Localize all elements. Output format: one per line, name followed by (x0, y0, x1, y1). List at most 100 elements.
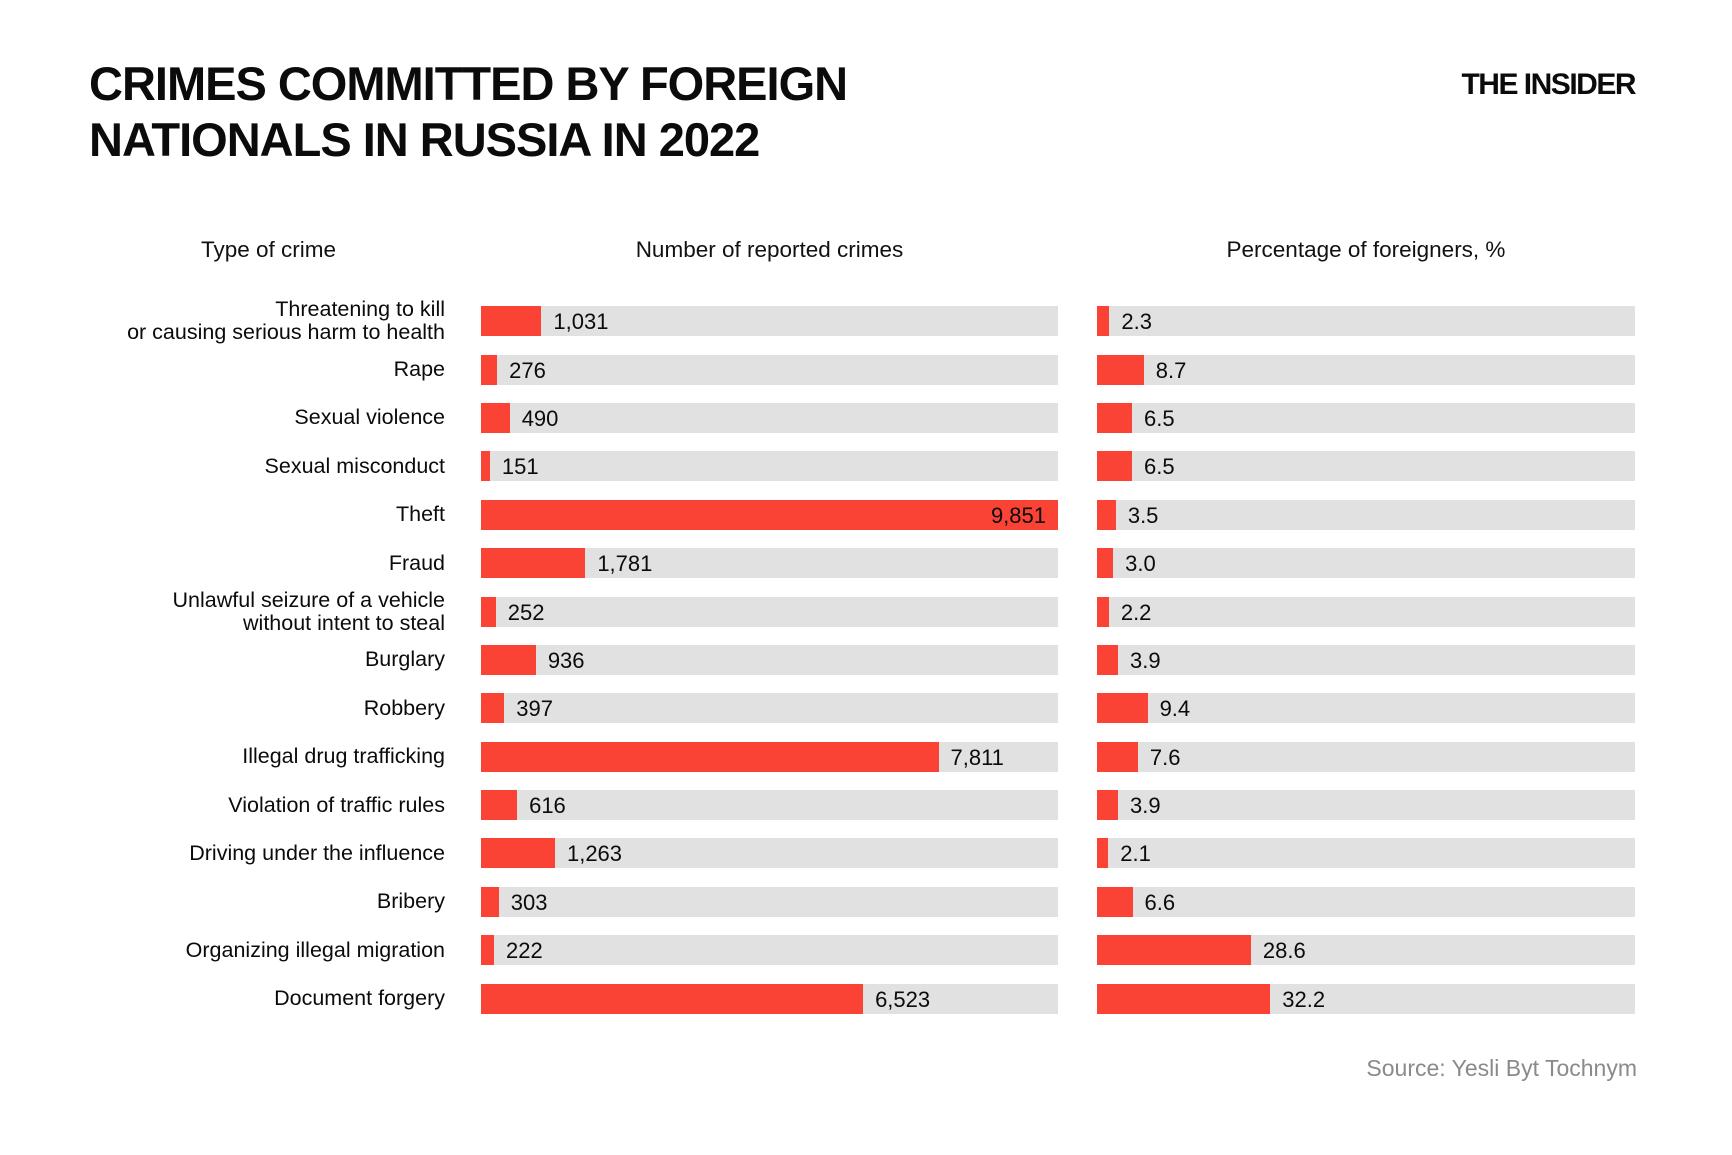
percent-bar-track: 8.7 (1097, 354, 1635, 385)
count-value-label: 151 (501, 454, 539, 480)
count-bar (481, 693, 505, 724)
count-bar (481, 354, 498, 385)
count-bar-track: 151 (481, 451, 1058, 482)
count-bar-track: 1,781 (481, 548, 1058, 579)
count-bar (481, 451, 490, 482)
count-bar-track: 276 (481, 354, 1058, 385)
count-value-label: 6,523 (875, 986, 931, 1012)
crime-type-label: Unlawful seizure of a vehicle without in… (172, 587, 445, 635)
percent-value-label: 2.2 (1120, 599, 1152, 625)
percent-bar (1097, 741, 1138, 772)
percent-bar-track: 28.6 (1097, 935, 1635, 966)
percent-value-label: 8.7 (1155, 357, 1187, 383)
table-row: Illegal drug trafficking 7,811 7.6 (92, 733, 1635, 781)
crime-type-label: Violation of traffic rules (228, 792, 445, 817)
percent-bar (1097, 838, 1109, 869)
count-value-label: 7,811 (950, 744, 1004, 770)
count-bar-track: 9,851 (481, 499, 1058, 530)
page-title: CRIMES COMMITTED BY FOREIGN NATIONALS IN… (89, 57, 848, 166)
table-row: Document forgery 6,523 32.2 (92, 974, 1635, 1022)
column-header-reported-crimes: Number of reported crimes (635, 237, 904, 262)
count-value-label: 252 (507, 599, 545, 625)
count-bar-track: 490 (481, 402, 1058, 433)
column-header-type-of-crime: Type of crime (200, 237, 337, 262)
count-bar (481, 935, 494, 966)
percent-bar-track: 9.4 (1097, 693, 1635, 724)
count-bar-track: 222 (481, 935, 1058, 966)
percent-bar-track: 6.5 (1097, 451, 1635, 482)
percent-bar (1097, 499, 1116, 530)
percent-bar (1097, 693, 1148, 724)
percent-value-label: 6.5 (1143, 405, 1175, 431)
count-bar (481, 790, 518, 821)
percent-bar (1097, 354, 1144, 385)
crime-type-label: Bribery (376, 889, 445, 914)
count-value-label: 222 (506, 938, 543, 964)
the-insider-logo: THE INSIDER (1461, 68, 1636, 101)
percent-bar (1097, 402, 1132, 433)
count-value-label: 9,851 (990, 502, 1046, 528)
count-value-label: 1,781 (597, 551, 653, 577)
count-bar (481, 548, 586, 579)
crime-type-label: Illegal drug trafficking (242, 744, 445, 769)
percent-bar-track: 2.1 (1097, 838, 1635, 869)
percent-bar (1097, 983, 1271, 1014)
table-row: Robbery 397 9.4 (92, 684, 1635, 732)
column-header-percentage: Percentage of foreigners, % (1226, 237, 1506, 262)
percent-bar (1097, 548, 1114, 579)
table-row: Driving under the influence 1,263 2.1 (92, 829, 1635, 877)
count-bar-track: 252 (481, 596, 1058, 627)
percent-value-label: 6.6 (1144, 889, 1176, 915)
percent-value-label: 3.9 (1129, 647, 1161, 673)
count-bar-track: 303 (481, 886, 1058, 917)
count-value-label: 397 (516, 696, 553, 722)
percent-bar-track: 3.9 (1097, 790, 1635, 821)
table-row: Bribery 303 6.6 (92, 878, 1635, 926)
table-row: Burglary 936 3.9 (92, 636, 1635, 684)
percent-value-label: 28.6 (1262, 938, 1306, 964)
percent-bar-track: 32.2 (1097, 983, 1635, 1014)
count-bar (481, 499, 1058, 530)
percent-value-label: 6.5 (1143, 454, 1175, 480)
count-bar (481, 886, 499, 917)
percent-bar-track: 3.0 (1097, 548, 1635, 579)
column-headers: Type of crime Number of reported crimes … (92, 237, 1635, 263)
percent-bar (1097, 451, 1132, 482)
crime-type-label: Driving under the influence (189, 840, 445, 865)
percent-bar-track: 6.5 (1097, 402, 1635, 433)
count-bar-track: 1,263 (481, 838, 1058, 869)
table-row: Violation of traffic rules 616 3.9 (92, 781, 1635, 829)
crime-type-label: Robbery (363, 695, 445, 720)
percent-bar-track: 2.2 (1097, 596, 1635, 627)
table-row: Sexual violence 490 6.5 (92, 394, 1635, 442)
count-bar-track: 6,523 (481, 983, 1058, 1014)
count-value-label: 276 (509, 357, 546, 383)
table-row: Rape 276 8.7 (92, 345, 1635, 393)
crime-type-label: Sexual misconduct (264, 453, 445, 478)
crime-type-label: Theft (396, 502, 445, 527)
percent-value-label: 9.4 (1159, 696, 1191, 722)
count-bar (481, 596, 496, 627)
percent-value-label: 2.1 (1120, 841, 1151, 867)
count-bar (481, 306, 542, 337)
table-row: Sexual misconduct 151 6.5 (92, 442, 1635, 490)
count-bar-track: 7,811 (481, 741, 1058, 772)
table-row: Threatening to kill or causing serious h… (92, 297, 1635, 345)
percent-bar (1097, 644, 1118, 675)
count-value-label: 1,031 (553, 309, 609, 335)
count-bar (481, 644, 536, 675)
percent-value-label: 3.0 (1125, 551, 1156, 577)
percent-value-label: 32.2 (1282, 986, 1326, 1012)
percent-bar-track: 2.3 (1097, 306, 1635, 337)
count-bar (481, 402, 510, 433)
crime-type-label: Organizing illegal migration (185, 937, 445, 962)
percent-bar (1097, 886, 1133, 917)
percent-bar-track: 3.9 (1097, 644, 1635, 675)
percent-bar-track: 6.6 (1097, 886, 1635, 917)
crime-type-label: Fraud (388, 550, 445, 575)
count-bar-track: 1,031 (481, 306, 1058, 337)
crime-type-label: Threatening to kill or causing serious h… (127, 297, 445, 345)
table-row: Fraud 1,781 3.0 (92, 539, 1635, 587)
crime-type-label: Rape (393, 357, 445, 382)
